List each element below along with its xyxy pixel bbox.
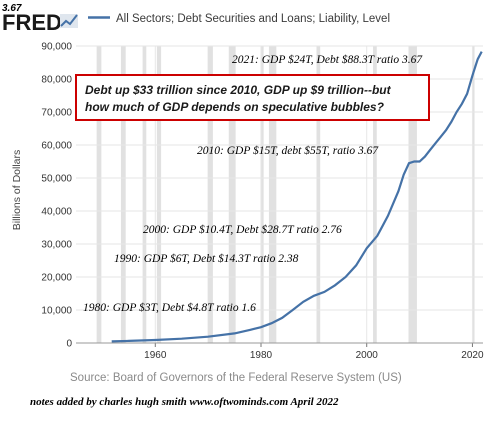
callout-box: Debt up $33 trillion since 2010, GDP up … [75, 74, 430, 121]
annotation-2000: 2000: GDP $10.4T, Debt $28.7T ratio 2.76 [143, 223, 342, 236]
y-tick-label: 70,000 [41, 108, 72, 119]
callout-line-2: how much of GDP depends on speculative b… [85, 100, 385, 114]
y-tick-label: 90,000 [41, 42, 72, 53]
annotation-1990: 1990: GDP $6T, Debt $14.3T ratio 2.38 [114, 252, 299, 265]
recession-band-5 [228, 46, 236, 343]
line-chart-icon [60, 14, 78, 28]
callout-line-1: Debt up $33 trillion since 2010, GDP up … [85, 83, 392, 97]
corner-ratio-label: 3.67 [2, 3, 22, 14]
recession-band-1 [120, 46, 126, 343]
x-tick-label: 2000 [356, 350, 379, 361]
recession-band-2 [142, 46, 147, 343]
y-tick-label: 60,000 [41, 141, 72, 152]
recession-band-4 [207, 46, 213, 343]
series-line [111, 51, 483, 343]
recession-band-10 [408, 46, 417, 343]
annotation-2010: 2010: GDP $15T, debt $55T, ratio 3.67 [197, 144, 379, 157]
y-tick-label: 80,000 [41, 75, 72, 86]
x-tick-label: 1960 [144, 350, 167, 361]
y-tick-label: 0 [66, 339, 72, 350]
y-tick-label: 20,000 [41, 273, 72, 284]
y-axis-ticks: 0 10,000 20,000 30,000 40,000 50,000 60,000 70,… [41, 42, 72, 350]
recession-band-9 [373, 46, 377, 343]
annotation-1980: 1980: GDP $3T, Debt $4.8T ratio 1.6 [83, 301, 256, 314]
recession-band-7 [268, 46, 277, 343]
fred-logo: FRED [2, 10, 62, 35]
y-tick-label: 10,000 [41, 306, 72, 317]
y-tick-label: 50,000 [41, 174, 72, 185]
recession-band-8 [316, 46, 321, 343]
legend-label: All Sectors; Debt Securities and Loans; … [116, 13, 390, 25]
y-tick-label: 30,000 [41, 240, 72, 251]
source-label: Source: Board of Governors of the Federa… [70, 372, 402, 384]
recession-band-0 [96, 46, 102, 343]
x-axis-ticks: 1960 1980 2000 2020 [144, 343, 484, 361]
recession-band-6 [261, 46, 264, 343]
y-axis-label: Billions of Dollars [11, 150, 23, 231]
recession-bands [96, 46, 475, 343]
footer-note: notes added by charles hugh smith www.of… [30, 396, 339, 408]
x-tick-label: 1980 [250, 350, 273, 361]
recession-band-11 [472, 46, 475, 343]
x-tick-label: 2020 [461, 350, 484, 361]
recession-band-3 [156, 46, 162, 343]
y-tick-label: 40,000 [41, 207, 72, 218]
annotation-2021: 2021: GDP $24T, Debt $88.3T ratio 3.67 [232, 53, 423, 66]
